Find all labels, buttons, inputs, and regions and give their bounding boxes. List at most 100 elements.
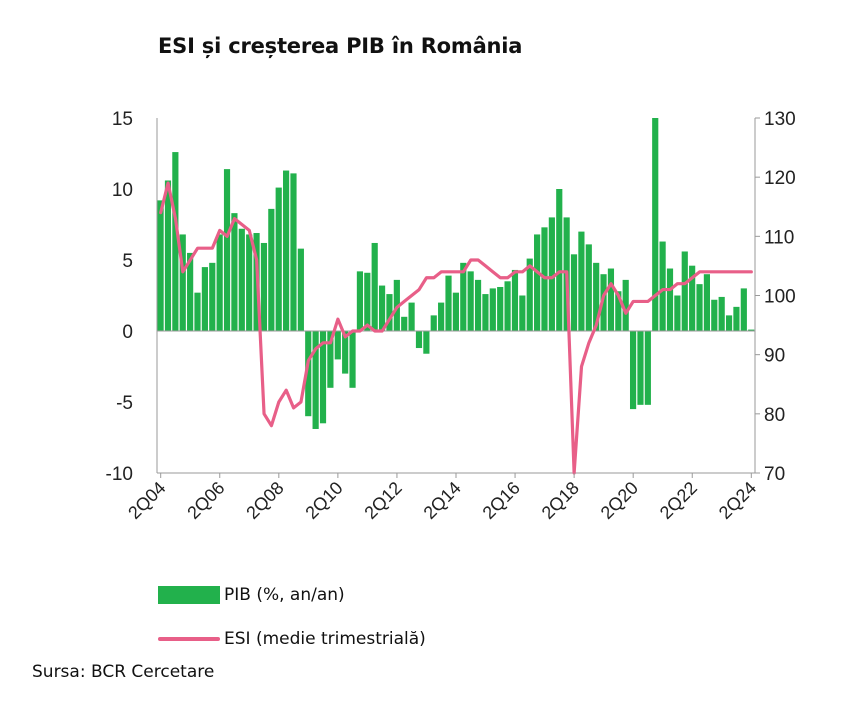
left-tick-label: -10 xyxy=(106,464,133,485)
left-tick-label: 0 xyxy=(122,322,133,343)
gdp-bar xyxy=(157,200,164,331)
right-tick-label: 100 xyxy=(764,287,796,308)
gdp-bar xyxy=(644,331,651,405)
gdp-bar xyxy=(216,234,223,331)
gdp-bar xyxy=(209,262,216,331)
source-note: Sursa: BCR Cercetare xyxy=(32,662,215,682)
gdp-bar xyxy=(570,254,578,331)
gdp-bar xyxy=(681,251,688,331)
gdp-bar xyxy=(438,302,445,331)
gdp-bar xyxy=(696,284,703,331)
gdp-bar xyxy=(593,262,600,331)
left-tick-label: -5 xyxy=(116,393,133,414)
gdp-bar xyxy=(600,274,607,331)
gdp-bar xyxy=(718,296,725,331)
gdp-bar xyxy=(297,248,304,331)
right-tick-label: 80 xyxy=(764,405,785,426)
gdp-bar xyxy=(725,315,733,331)
gdp-bar xyxy=(482,294,489,331)
x-tick-label: 2Q16 xyxy=(479,478,524,523)
gdp-bar xyxy=(740,288,747,331)
gdp-bar xyxy=(246,234,253,331)
gdp-bar xyxy=(423,331,430,354)
gdp-bar xyxy=(585,244,592,331)
gdp-bar xyxy=(164,180,172,331)
gdp-bar xyxy=(748,329,755,331)
gdp-bar xyxy=(607,268,615,331)
gdp-bar xyxy=(445,275,452,331)
gdp-bar xyxy=(415,331,423,349)
left-tick-label: 5 xyxy=(122,251,133,272)
gdp-bar xyxy=(711,299,718,331)
gdp-bar xyxy=(231,213,238,331)
x-tick-label: 2Q20 xyxy=(597,478,642,523)
gdp-bar xyxy=(290,173,297,331)
chart-title: ESI și creșterea PIB în România xyxy=(158,34,523,58)
gdp-bar xyxy=(371,242,378,331)
gdp-bar xyxy=(637,331,644,405)
x-tick-label: 2Q06 xyxy=(183,478,228,523)
gdp-bar xyxy=(356,271,364,331)
gdp-bar xyxy=(615,291,622,331)
gdp-bar xyxy=(260,242,268,331)
x-tick-label: 2Q10 xyxy=(301,478,346,523)
esi-line-layer xyxy=(159,181,753,475)
legend-label-esi: ESI (medie trimestrială) xyxy=(224,629,426,649)
gdp-bar xyxy=(401,316,408,331)
gdp-bar xyxy=(733,306,740,331)
gdp-bar xyxy=(689,265,696,331)
x-tick-label: 2Q12 xyxy=(360,478,405,523)
gdp-bar xyxy=(511,269,519,331)
gdp-bar xyxy=(526,258,533,331)
gdp-bar xyxy=(659,241,666,331)
left-tick-label: 10 xyxy=(112,180,133,201)
gdp-bar xyxy=(386,294,393,331)
gdp-bar xyxy=(378,285,386,331)
esi-line xyxy=(159,181,753,475)
legend-label-pib: PIB (%, an/an) xyxy=(224,585,345,605)
gdp-bar xyxy=(703,274,710,331)
gdp-bar xyxy=(674,295,681,331)
gdp-bar xyxy=(652,118,659,331)
x-tick-label: 2Q14 xyxy=(420,478,465,523)
gdp-bar xyxy=(497,286,504,331)
gdp-bars xyxy=(157,118,755,429)
gdp-bar xyxy=(504,281,511,331)
gdp-bar xyxy=(534,234,541,331)
gdp-bar xyxy=(283,170,290,331)
gdp-bar xyxy=(430,315,437,331)
gdp-bar xyxy=(519,295,526,331)
gdp-bar xyxy=(364,272,371,331)
x-tick-label: 2Q22 xyxy=(656,478,701,523)
gdp-bar xyxy=(187,252,194,331)
gdp-bar xyxy=(666,268,674,331)
x-tick-label: 2Q18 xyxy=(538,478,583,523)
x-tick-label: 2Q24 xyxy=(715,478,760,523)
gdp-bar xyxy=(489,288,496,331)
left-tick-label: 15 xyxy=(112,109,133,130)
gdp-bar xyxy=(622,279,629,331)
legend-item-esi: ESI (medie trimestrială) xyxy=(158,624,426,654)
gdp-bar xyxy=(334,331,341,360)
gdp-bar xyxy=(548,217,555,331)
right-tick-label: 130 xyxy=(764,109,796,130)
right-tick-label: 70 xyxy=(764,464,785,485)
gdp-bar xyxy=(179,234,186,331)
right-tick-label: 110 xyxy=(764,227,794,248)
gdp-bar xyxy=(467,271,474,331)
gdp-bar xyxy=(201,267,208,331)
gdp-bar xyxy=(342,331,349,374)
gdp-bar xyxy=(452,292,459,331)
gdp-bar xyxy=(238,228,245,331)
gdp-bar xyxy=(556,189,563,331)
legend-swatch-line-icon xyxy=(158,637,220,641)
legend-item-pib: PIB (%, an/an) xyxy=(158,580,345,610)
gdp-bar xyxy=(194,292,201,331)
gdp-bar xyxy=(223,169,231,331)
gdp-bar xyxy=(305,331,312,417)
gdp-bar xyxy=(349,331,356,388)
right-tick-label: 90 xyxy=(764,346,785,367)
gdp-bar xyxy=(578,231,585,331)
gdp-bar xyxy=(474,279,482,331)
